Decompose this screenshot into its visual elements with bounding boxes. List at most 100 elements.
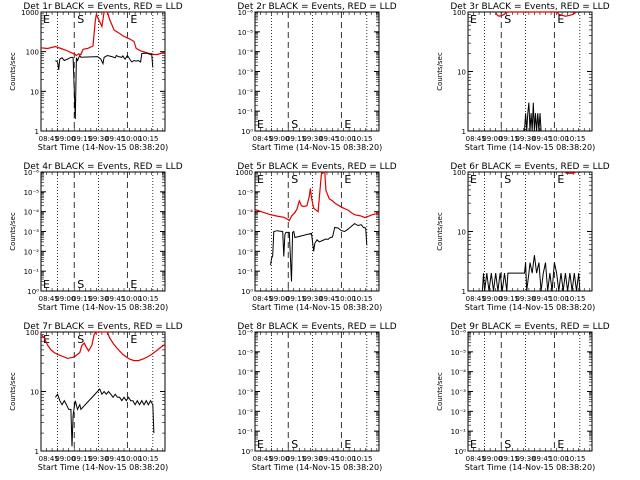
start-marker-label: S bbox=[291, 438, 298, 451]
left-end-marker-label: E bbox=[470, 13, 477, 26]
y-tick-label: 10⁻⁶ bbox=[451, 329, 467, 337]
left-end-marker-label: E bbox=[257, 438, 264, 451]
x-tick-label: 09:15 bbox=[499, 135, 519, 143]
y-tick-label: 10⁻³ bbox=[238, 389, 254, 397]
y-tick-label: 10⁻¹ bbox=[24, 268, 40, 276]
y-axis-label: Counts/sec bbox=[9, 372, 17, 411]
y-tick-label: 10⁻¹ bbox=[238, 428, 254, 436]
y-tick-label: 10⁰ bbox=[27, 288, 39, 296]
x-tick-label: 10:15 bbox=[352, 295, 372, 303]
y-tick-label: 10⁰ bbox=[241, 128, 253, 136]
x-tick-label: 09:45 bbox=[319, 135, 339, 143]
y-tick-label: 10⁻⁴ bbox=[238, 49, 254, 57]
x-tick-label: 08:45 bbox=[39, 455, 59, 463]
x-tick-label: 09:45 bbox=[532, 295, 552, 303]
panel-det-4: Det 4r BLACK = Events, RED = LLD 10⁰ 10⁻¹ 1… bbox=[9, 162, 183, 312]
x-tick-label: 09:30 bbox=[302, 295, 322, 303]
plot-frame bbox=[40, 331, 166, 452]
x-tick-label: 09:15 bbox=[286, 295, 306, 303]
y-tick-label: 100 bbox=[26, 49, 39, 57]
end-marker-label: E bbox=[557, 13, 564, 26]
end-marker-label: E bbox=[344, 118, 351, 131]
y-tick-label: 10⁻³ bbox=[238, 229, 254, 237]
panel-title: Det 9r BLACK = Events, RED = LLD bbox=[450, 322, 609, 332]
y-tick-label: 100 bbox=[26, 329, 39, 337]
y-tick-label: 10 bbox=[30, 88, 39, 96]
x-tick-label: 09:00 bbox=[269, 455, 289, 463]
x-tick-label: 10:00 bbox=[336, 135, 356, 143]
y-tick-label: 10⁻⁴ bbox=[24, 209, 40, 217]
panel-det-3: Det 3r BLACK = Events, RED = LLD 1 10 100 08… bbox=[436, 2, 610, 152]
x-tick-label: 09:45 bbox=[532, 135, 552, 143]
x-axis-label: Start Time (14-Nov-15 08:38:20) bbox=[252, 463, 382, 472]
panel-title: Det 3r BLACK = Events, RED = LLD bbox=[450, 2, 609, 12]
panel-title: Det 8r BLACK = Events, RED = LLD bbox=[237, 322, 396, 332]
x-tick-label: 09:15 bbox=[72, 295, 92, 303]
x-tick-label: 10:00 bbox=[549, 135, 569, 143]
panel-title: Det 1r BLACK = Events, RED = LLD bbox=[23, 2, 182, 12]
panel-title: Det 7r BLACK = Events, RED = LLD bbox=[23, 322, 182, 332]
x-tick-label: 09:45 bbox=[105, 135, 125, 143]
x-tick-label: 08:45 bbox=[253, 455, 273, 463]
x-axis-label: Start Time (14-Nov-15 08:38:20) bbox=[38, 303, 168, 312]
x-tick-label: 09:45 bbox=[105, 455, 125, 463]
x-tick-label: 09:30 bbox=[515, 455, 535, 463]
left-end-marker-label: E bbox=[470, 173, 477, 186]
x-tick-label: 09:30 bbox=[88, 135, 108, 143]
x-tick-label: 09:15 bbox=[286, 455, 306, 463]
start-marker-label: S bbox=[504, 173, 511, 186]
x-tick-label: 10:15 bbox=[565, 455, 585, 463]
left-end-marker-label: E bbox=[43, 13, 50, 26]
series-events bbox=[54, 388, 155, 447]
x-tick-label: 09:00 bbox=[55, 455, 75, 463]
panel-det-2: Det 2r BLACK = Events, RED = LLD 10⁰ 10⁻¹ 1… bbox=[237, 2, 396, 152]
x-tick-label: 10:00 bbox=[336, 295, 356, 303]
start-marker-label: S bbox=[291, 173, 298, 186]
panel-det-1: Det 1r BLACK = Events, RED = LLD 1 10 100 10… bbox=[9, 2, 183, 152]
series-lld bbox=[40, 331, 166, 362]
y-tick-label: 10 bbox=[457, 69, 466, 77]
x-tick-label: 09:30 bbox=[88, 455, 108, 463]
y-tick-label: 10⁰ bbox=[241, 288, 253, 296]
series-lld bbox=[495, 11, 577, 17]
end-marker-label: E bbox=[130, 278, 137, 291]
end-marker-label: E bbox=[344, 173, 351, 186]
x-tick-label: 10:15 bbox=[138, 295, 158, 303]
y-tick-label: 10⁰ bbox=[241, 448, 253, 456]
panel-det-5: Det 5r BLACK = Events, RED = LLD 10⁰ 10⁻¹ 1… bbox=[235, 162, 397, 312]
x-tick-label: 10:15 bbox=[352, 135, 372, 143]
series-lld bbox=[40, 11, 165, 57]
y-tick-label: 10⁻³ bbox=[24, 229, 40, 237]
y-tick-label: 10⁻¹ bbox=[238, 108, 254, 116]
x-tick-label: 09:30 bbox=[302, 455, 322, 463]
x-tick-label: 09:15 bbox=[72, 135, 92, 143]
x-tick-label: 09:15 bbox=[499, 295, 519, 303]
x-tick-label: 09:15 bbox=[72, 455, 92, 463]
y-tick-label: 10⁻¹ bbox=[238, 268, 254, 276]
series-events bbox=[270, 222, 368, 282]
x-tick-label: 10:00 bbox=[336, 455, 356, 463]
plot-frame bbox=[40, 171, 166, 292]
y-axis-label: Counts/sec bbox=[9, 52, 17, 91]
plot-frame bbox=[467, 331, 593, 452]
x-tick-label: 10:15 bbox=[138, 135, 158, 143]
y-tick-label: 10⁻³ bbox=[238, 69, 254, 77]
x-tick-label: 08:45 bbox=[466, 455, 486, 463]
y-tick-label: 10⁻² bbox=[238, 88, 254, 96]
end-marker-label: E bbox=[130, 333, 137, 346]
x-tick-label: 09:30 bbox=[515, 295, 535, 303]
x-tick-label: 09:00 bbox=[55, 295, 75, 303]
y-tick-label: 1000 bbox=[21, 9, 39, 17]
panel-title: Det 5r BLACK = Events, RED = LLD bbox=[237, 162, 396, 172]
start-marker-label: S bbox=[504, 438, 511, 451]
x-axis-label: Start Time (14-Nov-15 08:38:20) bbox=[252, 143, 382, 152]
y-axis-label: Counts/sec bbox=[436, 212, 444, 251]
series-lld bbox=[564, 171, 577, 174]
x-tick-label: 09:45 bbox=[532, 455, 552, 463]
x-axis-label: Start Time (14-Nov-15 08:38:20) bbox=[252, 303, 382, 312]
x-tick-label: 10:00 bbox=[122, 135, 142, 143]
start-marker-label: S bbox=[77, 13, 84, 26]
series-events bbox=[481, 255, 581, 292]
panel-det-8: Det 8r BLACK = Events, RED = LLD 10⁰ 10⁻¹ 1… bbox=[237, 322, 396, 472]
y-tick-label: 10 bbox=[30, 389, 39, 397]
